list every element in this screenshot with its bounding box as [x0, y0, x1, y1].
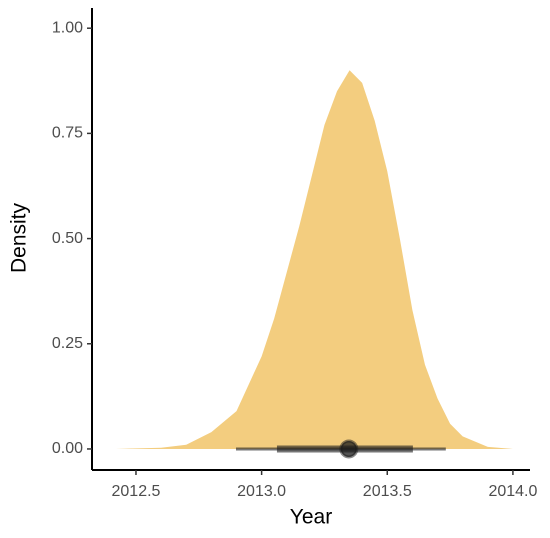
y-tick-label: 1.00: [52, 19, 83, 36]
y-axis-title: Density: [8, 202, 31, 273]
x-axis-title: Year: [290, 506, 332, 529]
median-point: [339, 439, 359, 459]
density-area: [115, 70, 513, 449]
y-tick-label: 0.00: [52, 440, 83, 457]
y-tick-label: 0.25: [52, 335, 83, 352]
y-tick-label: 0.75: [52, 125, 83, 142]
x-tick-label: 2012.5: [112, 483, 161, 500]
y-tick-label: 0.50: [52, 230, 83, 247]
x-tick-label: 2013.5: [363, 483, 412, 500]
x-tick-label: 2014.0: [488, 483, 537, 500]
x-tick-label: 2013.0: [237, 483, 286, 500]
